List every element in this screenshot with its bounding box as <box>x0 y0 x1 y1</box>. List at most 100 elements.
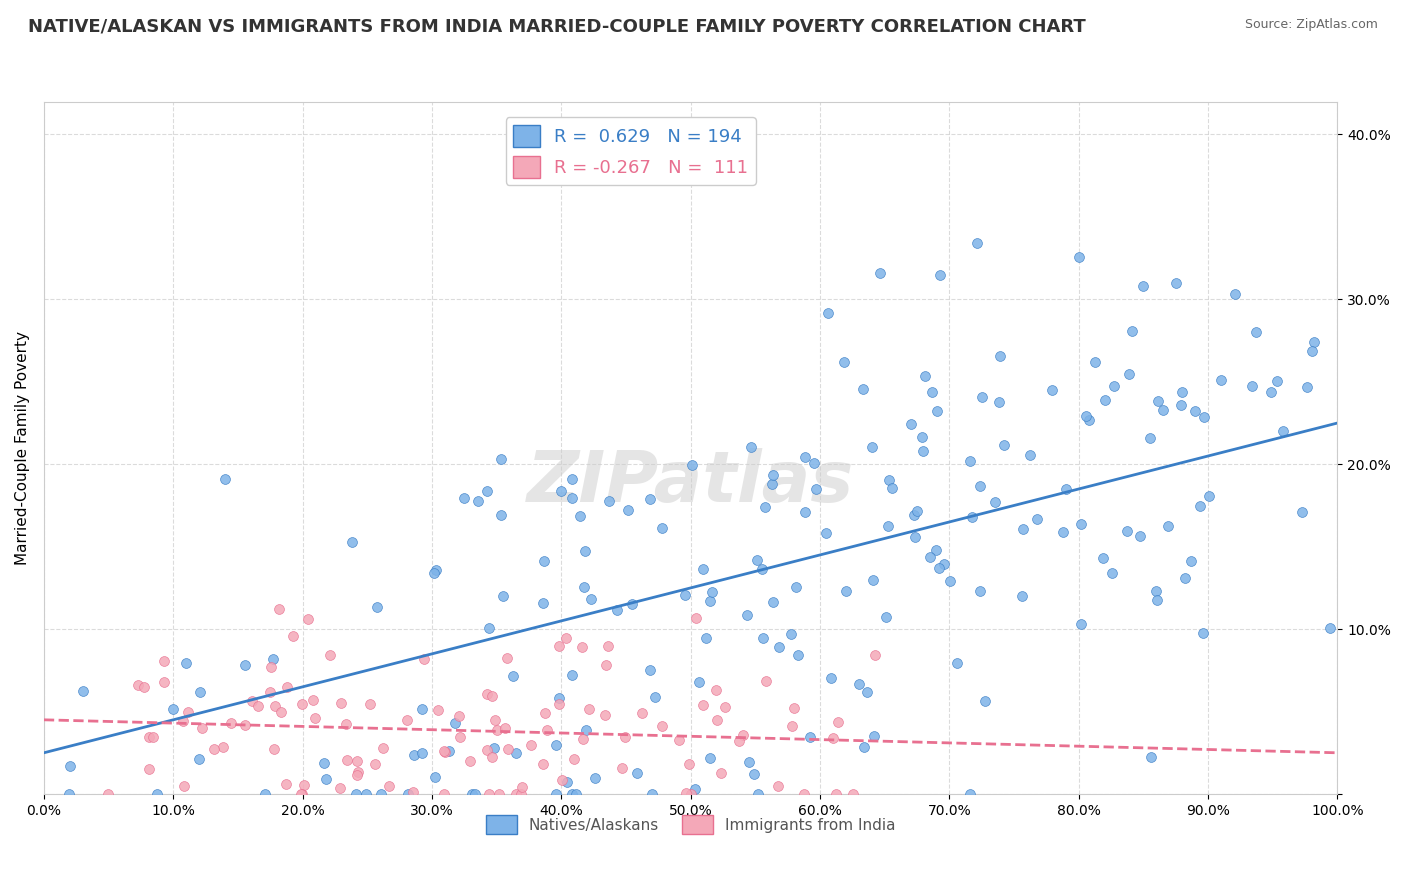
Point <box>533 554 555 568</box>
Point <box>1091 550 1114 565</box>
Point <box>1191 626 1213 640</box>
Point <box>1019 448 1042 462</box>
Point <box>793 450 815 464</box>
Point <box>966 235 988 250</box>
Point <box>638 492 661 507</box>
Point <box>595 657 617 672</box>
Point <box>700 584 723 599</box>
Point <box>404 748 426 763</box>
Point <box>699 751 721 765</box>
Point <box>202 742 225 756</box>
Point <box>264 698 287 713</box>
Point <box>548 690 571 705</box>
Point <box>969 479 991 493</box>
Point <box>842 787 865 801</box>
Point <box>1295 379 1317 393</box>
Point <box>804 482 827 496</box>
Point <box>960 509 983 524</box>
Point <box>973 694 995 708</box>
Point <box>1139 750 1161 764</box>
Point <box>799 730 821 744</box>
Point <box>433 787 456 801</box>
Point <box>1152 402 1174 417</box>
Point <box>710 766 733 780</box>
Point <box>439 744 461 758</box>
Point <box>142 730 165 744</box>
Point <box>1188 500 1211 514</box>
Point <box>304 711 326 725</box>
Point <box>496 741 519 756</box>
Point <box>263 742 285 756</box>
Point <box>699 594 721 608</box>
Legend: Natives/Alaskans, Immigrants from India: Natives/Alaskans, Immigrants from India <box>478 808 903 842</box>
Point <box>319 648 342 662</box>
Point <box>505 746 527 760</box>
Point <box>494 722 516 736</box>
Point <box>668 732 690 747</box>
Point <box>1146 592 1168 607</box>
Point <box>752 632 775 646</box>
Point <box>727 733 749 747</box>
Text: ZIPatlas: ZIPatlas <box>527 448 855 516</box>
Point <box>911 430 934 444</box>
Point <box>562 752 585 766</box>
Point <box>340 535 363 549</box>
Point <box>259 685 281 699</box>
Point <box>598 494 620 508</box>
Point <box>458 754 481 768</box>
Point <box>787 648 810 662</box>
Point <box>875 610 897 624</box>
Point <box>233 718 256 732</box>
Point <box>1180 554 1202 568</box>
Point <box>464 787 486 801</box>
Point <box>274 777 297 791</box>
Point <box>754 500 776 515</box>
Point <box>510 787 533 801</box>
Point <box>191 721 214 735</box>
Point <box>1157 519 1180 533</box>
Point <box>481 689 503 703</box>
Point <box>761 477 783 491</box>
Point <box>533 706 555 720</box>
Point <box>569 508 592 523</box>
Point <box>583 771 606 785</box>
Point <box>1241 379 1264 393</box>
Point <box>544 738 567 752</box>
Point <box>738 756 761 770</box>
Point <box>959 787 981 801</box>
Point <box>153 654 176 668</box>
Point <box>240 694 263 708</box>
Point <box>835 584 858 599</box>
Point <box>344 787 367 801</box>
Point <box>692 698 714 713</box>
Point <box>1101 566 1123 580</box>
Point <box>644 690 666 705</box>
Point <box>762 595 785 609</box>
Point <box>1265 375 1288 389</box>
Point <box>346 767 368 781</box>
Point <box>1174 571 1197 585</box>
Point <box>825 787 848 801</box>
Point <box>312 756 335 770</box>
Point <box>346 755 368 769</box>
Point <box>1319 621 1341 635</box>
Point <box>270 705 292 719</box>
Point <box>1170 398 1192 412</box>
Point <box>987 394 1010 409</box>
Point <box>315 772 337 786</box>
Point <box>58 787 80 801</box>
Point <box>903 508 925 523</box>
Point <box>330 696 353 710</box>
Point <box>651 719 673 733</box>
Point <box>302 693 325 707</box>
Point <box>606 603 628 617</box>
Point <box>572 581 595 595</box>
Point <box>959 454 981 468</box>
Point <box>651 521 673 535</box>
Point <box>932 557 955 571</box>
Point <box>444 716 467 731</box>
Point <box>581 592 603 607</box>
Point <box>692 562 714 576</box>
Point <box>1301 343 1323 358</box>
Point <box>212 740 235 755</box>
